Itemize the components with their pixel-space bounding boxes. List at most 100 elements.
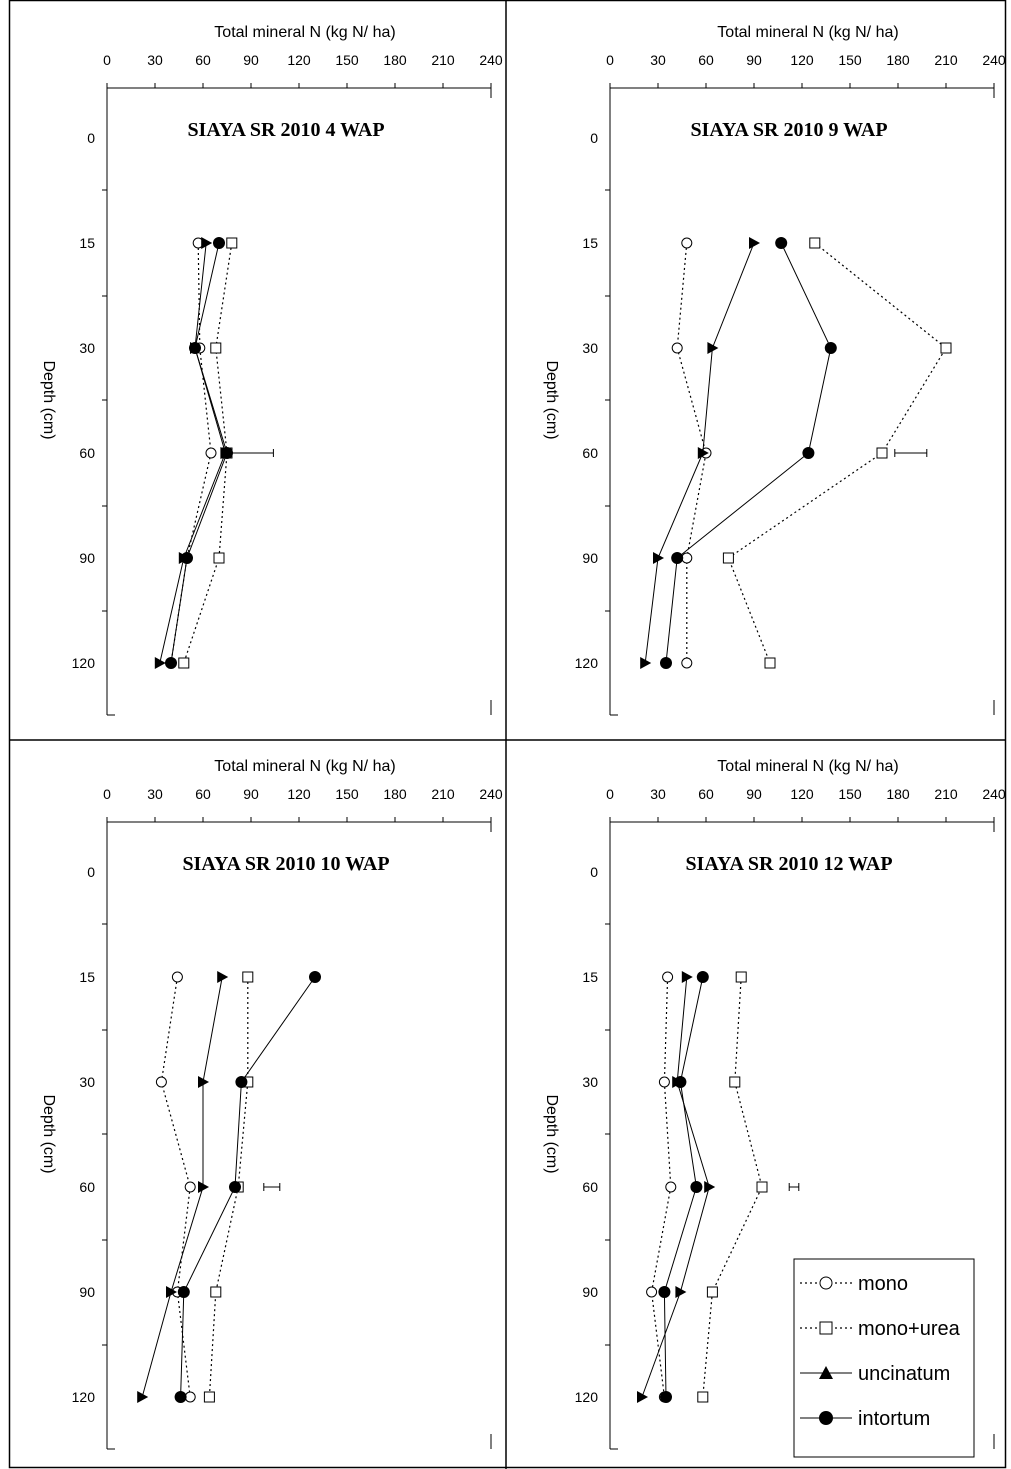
- data-point-mono-urea: [876, 447, 888, 459]
- data-point-uncinatum: [217, 971, 229, 983]
- y-tick-label: 0: [87, 864, 95, 880]
- x-tick-label: 240: [982, 786, 1006, 802]
- legend-marker-open-circle: [819, 1276, 833, 1290]
- y-tick-label: 15: [582, 969, 598, 985]
- x-axis-label: Total mineral N (kg N/ ha): [214, 758, 395, 775]
- y-tick-label: 120: [575, 655, 599, 671]
- data-point-mono-urea: [722, 552, 734, 564]
- data-point-mono: [665, 1181, 677, 1193]
- data-point-mono: [681, 552, 693, 564]
- y-tick-label: 90: [79, 550, 95, 566]
- legend-marker-open-square: [819, 1321, 833, 1335]
- data-point-intortum: [229, 1181, 241, 1193]
- data-point-uncinatum: [640, 657, 652, 669]
- x-tick-label: 240: [479, 786, 503, 802]
- y-tick-label: 120: [72, 655, 96, 671]
- data-point-intortum: [221, 447, 233, 459]
- x-tick-label: 120: [287, 52, 311, 68]
- x-tick-label: 30: [650, 786, 666, 802]
- data-point-mono-urea: [210, 342, 222, 354]
- chart-title: SIAYA SR 2010 10 WAP: [182, 853, 389, 875]
- x-tick-label: 30: [650, 52, 666, 68]
- data-point-intortum: [690, 1181, 703, 1193]
- x-tick-label: 90: [243, 786, 259, 802]
- data-point-mono: [658, 1076, 670, 1088]
- x-tick-label: 210: [934, 786, 958, 802]
- data-point-uncinatum: [154, 657, 166, 669]
- data-point-mono-urea: [213, 552, 225, 564]
- x-tick-label: 180: [383, 52, 407, 68]
- data-point-intortum: [658, 1286, 671, 1298]
- x-axis-label: Total mineral N (kg N/ ha): [214, 24, 395, 41]
- y-tick-label: 60: [582, 445, 598, 461]
- data-point-mono: [681, 237, 693, 249]
- data-point-intortum: [174, 1391, 187, 1403]
- data-point-mono: [646, 1286, 658, 1298]
- chart-title: SIAYA SR 2010 9 WAP: [690, 119, 887, 141]
- legend-marker-triangle: [819, 1366, 833, 1379]
- x-tick-label: 30: [147, 52, 163, 68]
- y-axis-label: Depth (cm): [543, 360, 560, 439]
- x-tick-label: 120: [790, 52, 814, 68]
- data-point-mono: [171, 971, 183, 983]
- data-point-intortum: [189, 342, 201, 354]
- y-tick-label: 120: [575, 1389, 599, 1405]
- data-point-uncinatum: [166, 1286, 177, 1298]
- x-tick-label: 60: [195, 52, 211, 68]
- x-tick-label: 90: [746, 786, 762, 802]
- x-tick-label: 240: [479, 52, 503, 68]
- y-tick-label: 30: [79, 1074, 95, 1090]
- data-point-mono: [184, 1391, 196, 1403]
- data-point-intortum: [660, 1391, 672, 1403]
- data-point-mono-urea: [756, 1181, 768, 1193]
- data-point-mono: [155, 1076, 167, 1088]
- x-tick-label: 90: [746, 52, 762, 68]
- legend-label: mono+urea: [858, 1318, 961, 1340]
- x-tick-label: 180: [886, 786, 910, 802]
- data-point-intortum: [671, 552, 684, 564]
- panel-4-wap: Total mineral N (kg N/ ha)0 30 60 90 120 150 1…: [40, 24, 503, 716]
- legend-marker-filled-circle: [819, 1411, 833, 1425]
- data-point-mono-urea: [809, 237, 821, 249]
- y-tick-label: 30: [79, 340, 95, 356]
- data-point-uncinatum: [681, 971, 693, 983]
- data-point-mono: [662, 971, 674, 983]
- data-point-uncinatum: [198, 1181, 209, 1193]
- x-tick-label: 210: [934, 52, 958, 68]
- data-point-intortum: [165, 657, 177, 669]
- data-point-intortum: [213, 237, 225, 249]
- y-axis-label: Depth (cm): [40, 1094, 57, 1173]
- x-tick-label: 210: [431, 786, 455, 802]
- data-point-mono-urea: [735, 971, 747, 983]
- y-tick-label: 0: [590, 130, 598, 146]
- x-tick-label: 0: [103, 786, 111, 802]
- y-tick-label: 60: [582, 1179, 598, 1195]
- y-tick-label: 90: [582, 1284, 598, 1300]
- x-axis-label: Total mineral N (kg N/ ha): [717, 24, 898, 41]
- data-point-mono-urea: [242, 971, 254, 983]
- data-point-mono: [184, 1181, 196, 1193]
- y-tick-label: 120: [72, 1389, 96, 1405]
- y-tick-label: 15: [79, 969, 95, 985]
- x-tick-label: 180: [383, 786, 407, 802]
- data-point-mono-urea: [203, 1391, 215, 1403]
- chart-title: SIAYA SR 2010 4 WAP: [187, 119, 384, 141]
- y-tick-label: 90: [582, 550, 598, 566]
- panel-9-wap: Total mineral N (kg N/ ha)0 30 60 90 120 150 1…: [543, 24, 1006, 716]
- data-point-intortum: [660, 657, 672, 669]
- chart-title: SIAYA SR 2010 12 WAP: [685, 853, 892, 875]
- data-point-intortum: [309, 971, 321, 983]
- y-tick-label: 0: [87, 130, 95, 146]
- legend: mono mono+urea uncinatum intortum: [793, 1258, 975, 1458]
- panel-12-wap: Total mineral N (kg N/ ha)0 30 60 90 120 150 1…: [543, 758, 1006, 1450]
- data-point-mono: [681, 657, 693, 669]
- data-point-intortum: [181, 552, 193, 564]
- data-point-intortum: [802, 447, 815, 459]
- y-tick-label: 60: [79, 1179, 95, 1195]
- data-point-mono-urea: [210, 1286, 222, 1298]
- data-point-uncinatum: [697, 447, 709, 459]
- x-axis-label: Total mineral N (kg N/ ha): [717, 758, 898, 775]
- legend-label: intortum: [858, 1408, 930, 1430]
- data-point-intortum: [775, 237, 788, 249]
